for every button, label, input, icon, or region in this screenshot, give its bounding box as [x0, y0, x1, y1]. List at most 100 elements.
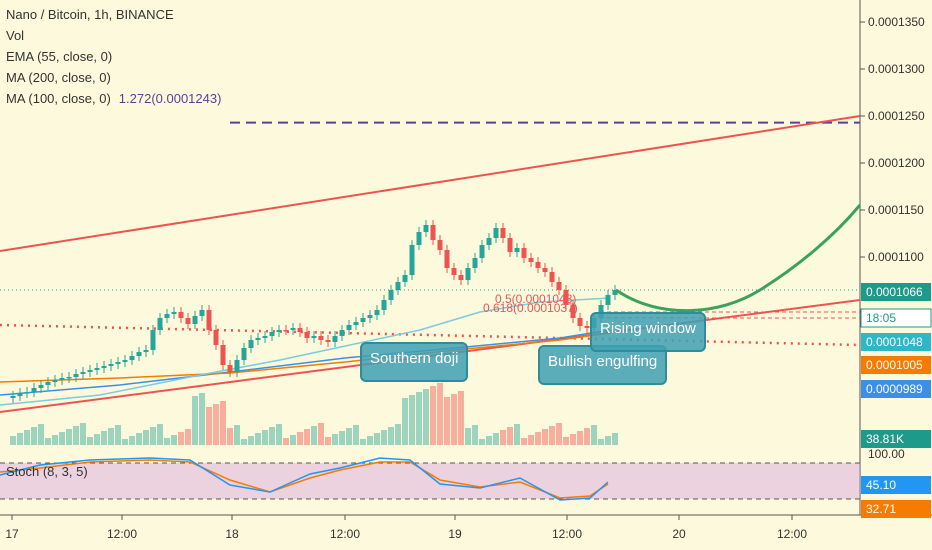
candle-body	[206, 310, 212, 330]
volume-bar	[451, 394, 457, 445]
volume-bar	[584, 428, 590, 445]
candle-body	[584, 326, 590, 328]
upper-trendline	[0, 115, 861, 252]
price-tag-label: 18:05	[866, 311, 896, 325]
volume-bar	[465, 428, 471, 445]
volume-bar	[311, 426, 317, 445]
volume-bar	[325, 437, 331, 445]
y-tick-label: 0.0001200	[868, 156, 925, 170]
candle-body	[276, 330, 282, 332]
candle-body	[178, 312, 184, 318]
annotation-southern-doji[interactable]: Southern doji	[360, 342, 469, 382]
stoch-band	[0, 463, 860, 499]
volume-bar	[73, 426, 79, 445]
volume-bar	[612, 433, 618, 445]
candle-body	[311, 336, 317, 338]
volume-bar	[388, 427, 394, 445]
candle-body	[220, 345, 226, 365]
volume-bar	[521, 438, 527, 445]
volume-bar	[542, 429, 548, 445]
volume-bar	[199, 393, 205, 445]
candle-body	[360, 318, 366, 322]
candle-body	[101, 366, 107, 368]
candle-body	[402, 275, 408, 282]
candle-body	[486, 238, 492, 245]
volume-bar	[122, 439, 128, 445]
candle-body	[262, 336, 268, 338]
x-tick-label: 12:00	[777, 527, 807, 541]
candle-body	[570, 305, 576, 318]
candle-body	[17, 393, 23, 396]
volume-bar	[374, 433, 380, 445]
volume-bar	[143, 430, 149, 445]
volume-bar	[486, 436, 492, 445]
candle-body	[94, 368, 100, 370]
volume-bar	[430, 386, 436, 445]
annotation-rising-window[interactable]: Rising window	[590, 312, 706, 352]
volume-bar	[339, 431, 345, 445]
price-tag-label: 0.0001066	[866, 285, 923, 299]
volume-bar	[360, 439, 366, 445]
candle-body	[472, 258, 478, 268]
volume-bar	[220, 401, 226, 445]
legend-ma200: MA (200, close, 0)	[6, 70, 111, 85]
candle-body	[59, 378, 65, 380]
candle-body	[136, 352, 142, 356]
volume-bar	[66, 429, 72, 445]
volume-bar	[549, 426, 555, 445]
candle-body	[346, 325, 352, 330]
volume-bar	[101, 431, 107, 445]
candle-body	[269, 332, 275, 336]
candle-body	[374, 310, 380, 315]
volume-bar	[304, 429, 310, 445]
volume-bar	[535, 432, 541, 445]
projection-curve	[615, 204, 862, 313]
volume-bar	[192, 396, 198, 445]
candle-body	[367, 315, 373, 318]
price-tag: 38.81K	[861, 430, 931, 448]
candle-body	[423, 225, 429, 232]
stoch-label: Stoch (8, 3, 5)	[6, 464, 88, 479]
volume-bar	[206, 407, 212, 445]
candle-body	[66, 377, 72, 379]
volume-bar	[353, 425, 359, 445]
volume-bar	[52, 435, 58, 445]
y-tick-label: 0.0001250	[868, 109, 925, 123]
price-tag-label: 0.0001005	[866, 358, 923, 372]
y-tick-label: 0.0001350	[868, 15, 925, 29]
chart-title: Nano / Bitcoin, 1h, BINANCE	[6, 7, 174, 22]
candle-body	[451, 268, 457, 275]
volume-bar	[283, 438, 289, 445]
volume-bar	[45, 438, 51, 445]
price-tag: 0.0001048	[861, 333, 931, 351]
volume-bar	[528, 435, 534, 445]
ma200-line	[0, 332, 611, 383]
candle-body	[577, 318, 583, 326]
volume-bar	[458, 391, 464, 445]
volume-bar	[241, 439, 247, 445]
price-tag: 0.0001005	[861, 356, 931, 374]
volume-bar	[570, 434, 576, 445]
volume-bar	[437, 383, 443, 445]
volume-bar	[227, 428, 233, 445]
volume-bar	[297, 432, 303, 445]
price-tag-bg	[861, 430, 931, 448]
candle-body	[129, 356, 135, 360]
x-tick-label: 12:00	[552, 527, 582, 541]
volume-bar	[94, 434, 100, 445]
price-tag: 18:05	[860, 308, 932, 328]
candle-body	[297, 328, 303, 332]
volume-bar	[164, 438, 170, 445]
candle-body	[143, 350, 149, 352]
candle-body	[563, 290, 569, 305]
volume-bar	[367, 436, 373, 445]
candle-body	[332, 336, 338, 342]
volume-bar	[87, 437, 93, 445]
volume-bar	[136, 433, 142, 445]
volume-bar	[31, 427, 37, 445]
volume-bar	[318, 423, 324, 445]
volume-bar	[80, 423, 86, 445]
candle-body	[150, 330, 156, 350]
volume-bar	[479, 439, 485, 445]
